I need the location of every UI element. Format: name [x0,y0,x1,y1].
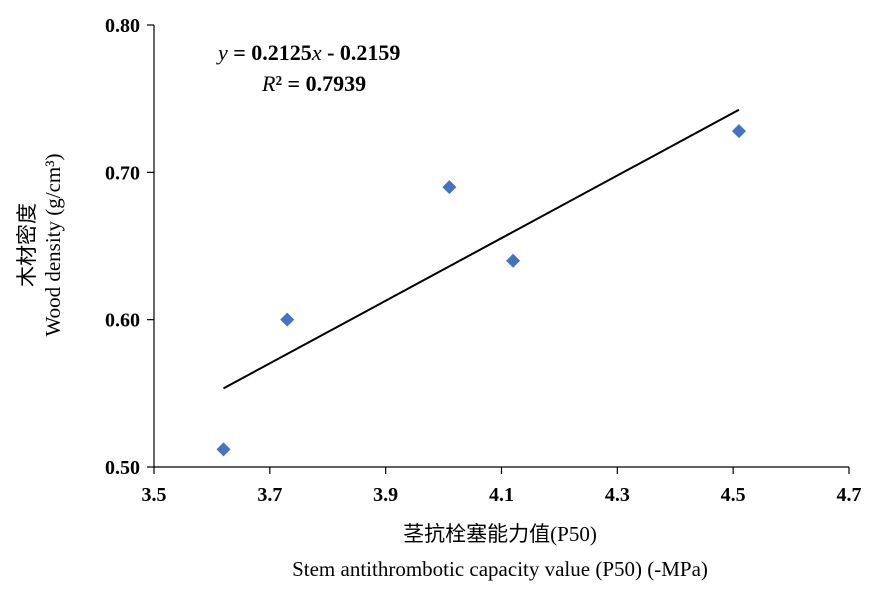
axes [153,25,849,468]
x-tick-label: 3.7 [257,484,282,506]
y-ticks: 0.50 0.60 0.70 0.80 [105,15,154,479]
y-tick-label: 0.80 [105,15,140,37]
data-point [506,253,521,268]
r2-value: ² = 0.7939 [275,71,366,96]
y-axis-title-en: Wood density (g/cm³) [41,153,65,336]
y-axis-title-cn: 木材密度 [15,203,39,287]
x-tick-label: 4.5 [721,484,746,506]
y-tick-label: 0.50 [105,457,140,479]
x-tick-label: 4.1 [489,484,514,506]
data-point [216,442,231,457]
equation-y-var: y [216,40,228,65]
r2-var: R [261,71,276,96]
trendline-group [223,108,740,390]
equation-intercept: - 0.2159 [322,40,401,65]
data-point [731,124,746,139]
equation-text: y = 0.2125x - 0.2159 [216,40,400,65]
x-tick-label: 4.7 [837,484,862,506]
data-point [280,312,295,327]
trendline [223,108,740,390]
y-tick-label: 0.70 [105,162,140,184]
data-point [442,180,457,195]
data-points [216,124,746,457]
x-tick-label: 3.9 [373,484,398,506]
x-tick-label: 3.5 [142,484,167,506]
x-axis-title-cn-suffix: (P50) [550,522,597,546]
x-ticks: 3.5 3.7 3.9 4.1 4.3 4.5 4.7 [142,467,862,506]
equation-x-var: x [311,40,322,65]
x-axis-title-cn: 茎抗栓塞能力值(P50) [403,522,597,546]
y-tick-label: 0.60 [105,310,140,332]
r2-text: R² = 0.7939 [261,71,366,96]
x-axis-title-cn-text: 茎抗栓塞能力值 [403,522,550,546]
x-axis-title-en: Stem antithrombotic capacity value (P50)… [292,557,708,581]
equation-slope: = 0.2125 [228,40,312,65]
x-tick-label: 4.3 [605,484,630,506]
